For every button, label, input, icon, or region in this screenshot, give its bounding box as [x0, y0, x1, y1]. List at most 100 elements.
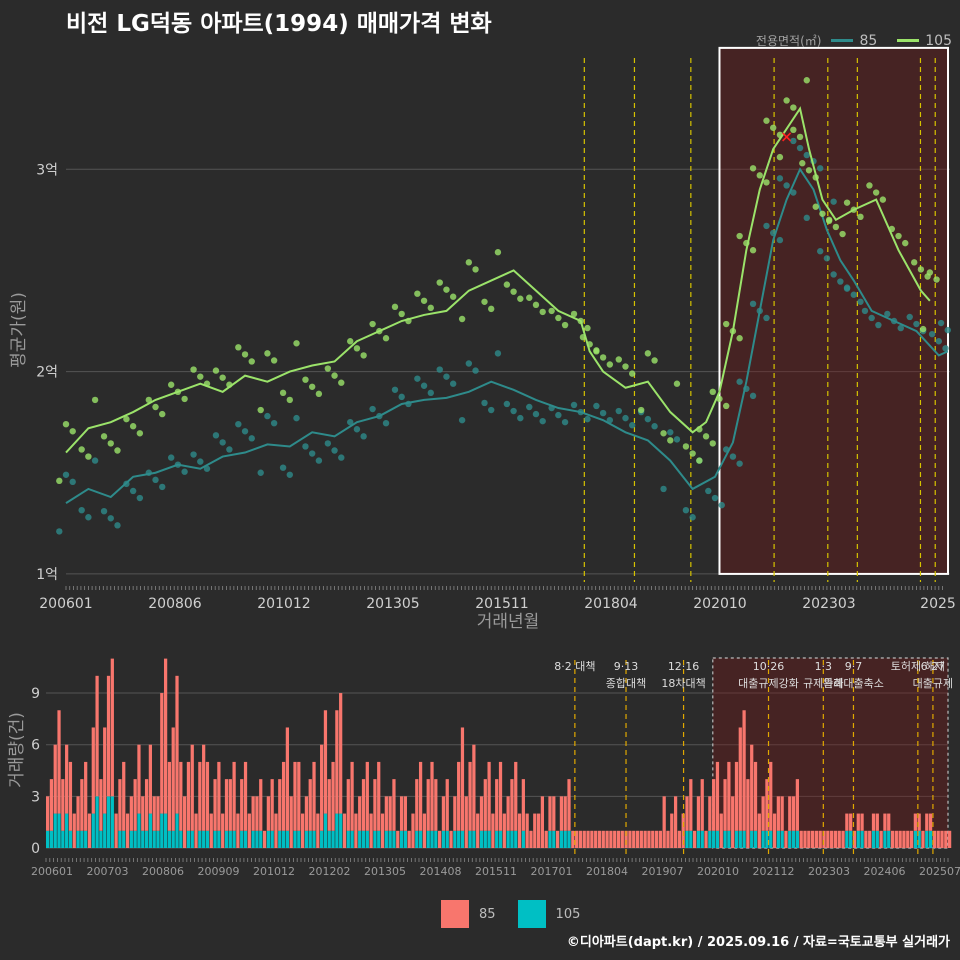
bar-85 [864, 830, 868, 848]
scatter-point-105 [872, 189, 880, 196]
bar-85 [769, 761, 773, 831]
bar-105 [738, 830, 742, 848]
bar-85 [852, 830, 857, 848]
scatter-point-85 [526, 403, 533, 411]
bar-105 [753, 830, 758, 848]
bar-105 [297, 830, 301, 848]
bar-85 [814, 830, 819, 848]
bar-105 [259, 830, 263, 848]
x-tick-label: 201305 [364, 865, 406, 878]
scatter-point-85 [465, 360, 473, 367]
bar-105 [495, 830, 499, 848]
bar-105 [167, 830, 172, 848]
bar-85 [129, 796, 133, 831]
bar-85 [594, 830, 598, 848]
bar-105 [788, 830, 792, 848]
scatter-point-105 [398, 310, 405, 318]
scatter-point-85 [219, 439, 226, 446]
scatter-point-85 [615, 407, 622, 415]
bar-85 [46, 796, 50, 831]
bar-105 [845, 830, 849, 848]
bar-105 [887, 830, 891, 848]
bar-85 [700, 779, 704, 831]
scatter-point-105 [839, 230, 846, 238]
bar-85 [677, 830, 682, 848]
bar-85 [514, 761, 518, 831]
y-axis-title: 평균가(원) [9, 292, 29, 368]
bar-85 [529, 830, 533, 848]
x-tick-label: 201408 [420, 865, 462, 878]
bar-105 [266, 830, 270, 848]
scatter-point-105 [879, 196, 887, 203]
bar-85 [160, 693, 164, 814]
bar-85 [780, 796, 784, 831]
x-tick-label: 200703 [87, 865, 129, 878]
bar-105 [510, 830, 514, 848]
bar-85 [944, 830, 948, 848]
scatter-point-105 [644, 350, 652, 357]
bar-85 [791, 796, 796, 831]
bar-85 [620, 830, 624, 848]
bar-85 [65, 744, 69, 814]
bar-105 [708, 830, 712, 848]
bar-85 [639, 830, 643, 848]
bar-105 [742, 830, 746, 848]
bar-105 [849, 830, 853, 848]
scatter-point-85 [449, 380, 457, 387]
scatter-point-85 [606, 416, 614, 424]
scatter-point-105 [458, 315, 466, 323]
bar-105 [163, 813, 168, 848]
bar-85 [399, 796, 404, 831]
bar-85 [830, 830, 834, 848]
x-tick-label: 201012 [253, 865, 295, 878]
bar-105 [856, 830, 860, 848]
x-tick-label: 201804 [586, 865, 628, 878]
bar-105 [122, 830, 126, 848]
scatter-point-85 [837, 278, 844, 285]
bar-85 [331, 761, 335, 831]
bar-85 [696, 796, 701, 831]
bar-105 [65, 813, 69, 848]
bar-85 [563, 796, 567, 831]
bar-85 [818, 830, 822, 848]
bar-105 [148, 813, 152, 848]
scatter-point-105 [660, 430, 667, 437]
bar-85 [826, 830, 830, 848]
scatter-point-105 [62, 420, 70, 428]
scatter-point-105 [286, 396, 293, 404]
bar-85 [346, 779, 350, 831]
bar-105 [190, 830, 194, 848]
bar-105 [403, 830, 407, 848]
scatter-point-105 [526, 294, 533, 301]
bar-85 [293, 761, 297, 831]
scatter-point-105 [308, 383, 316, 390]
y-tick-label: 0 [31, 841, 40, 857]
bar-85 [57, 710, 61, 814]
x-tick-label: 201907 [642, 865, 684, 878]
scatter-point-105 [69, 428, 76, 435]
bar-85 [281, 761, 286, 831]
policy-annotation: 1·3 [815, 660, 833, 673]
bar-85 [87, 813, 92, 848]
bar-105 [457, 830, 461, 848]
bar-85 [761, 796, 765, 831]
bar-85 [198, 761, 202, 831]
scatter-point-85 [338, 454, 345, 461]
scatter-point-85 [503, 400, 511, 408]
scatter-point-85 [749, 392, 757, 400]
bar-105 [426, 830, 430, 848]
bar-85 [213, 779, 217, 831]
scatter-point-85 [729, 453, 737, 460]
scatter-point-105 [709, 388, 716, 396]
bar-85 [662, 796, 666, 848]
bar-85 [727, 761, 731, 831]
scatter-point-85 [651, 423, 658, 430]
scatter-point-105 [91, 396, 99, 404]
bar-85 [106, 675, 111, 797]
scatter-point-85 [293, 414, 300, 422]
bar-85 [552, 796, 556, 831]
marker-x [782, 132, 792, 142]
bar-105 [479, 830, 484, 848]
legend-swatch-105 [897, 39, 920, 42]
scatter-point-105 [832, 223, 840, 231]
